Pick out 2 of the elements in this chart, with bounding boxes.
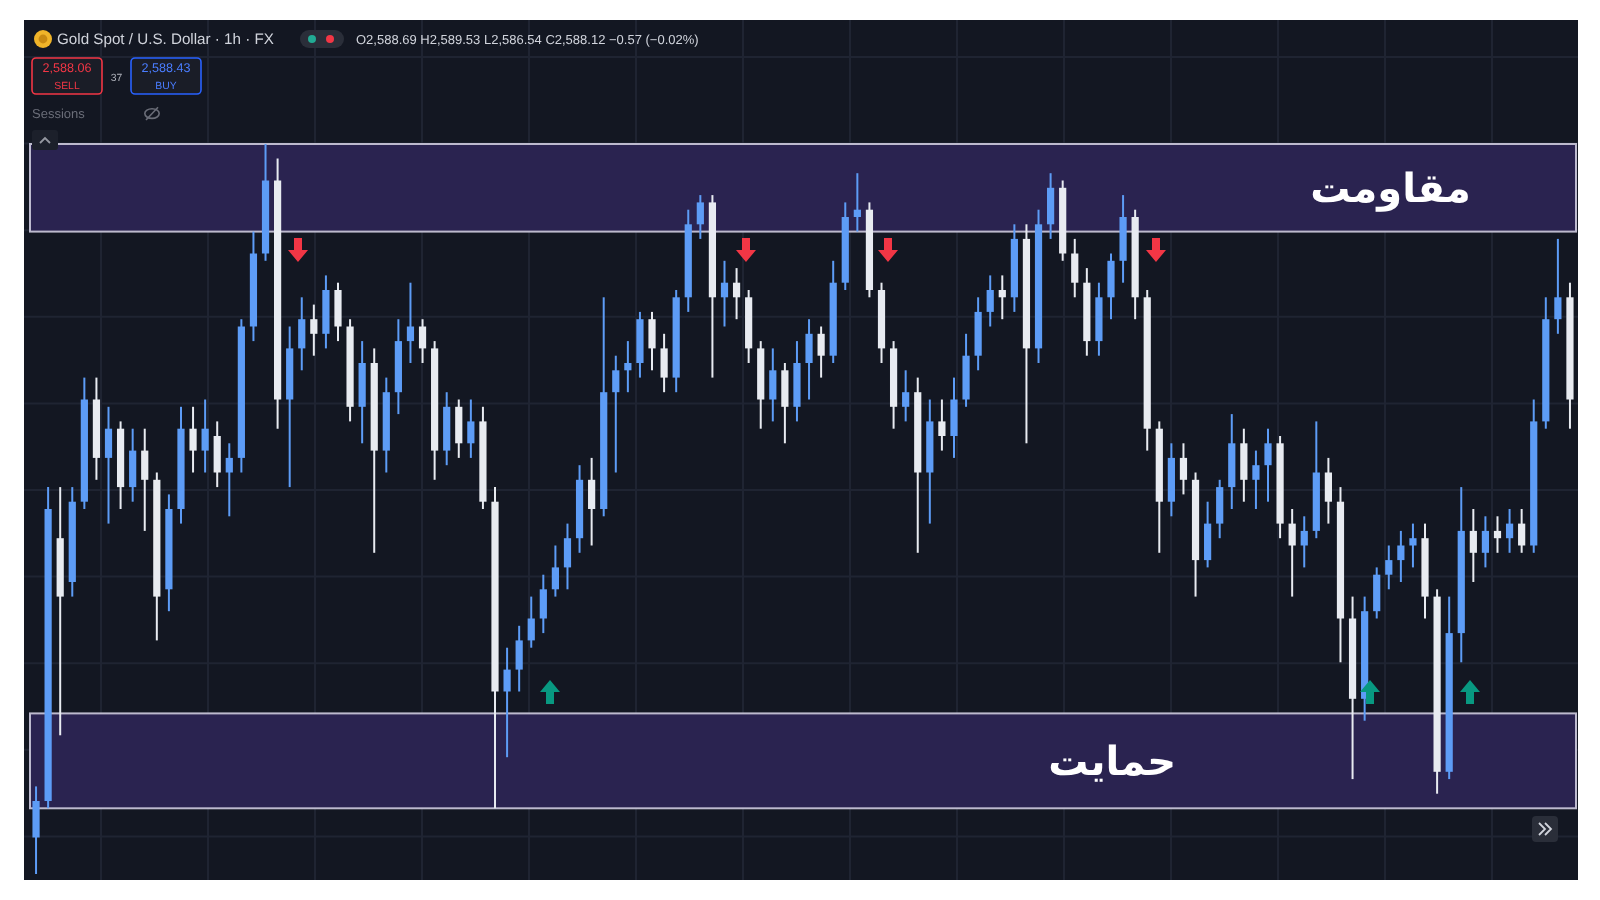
band-label: مقاومت <box>1310 163 1471 212</box>
band-label: حمایت <box>1048 736 1177 785</box>
